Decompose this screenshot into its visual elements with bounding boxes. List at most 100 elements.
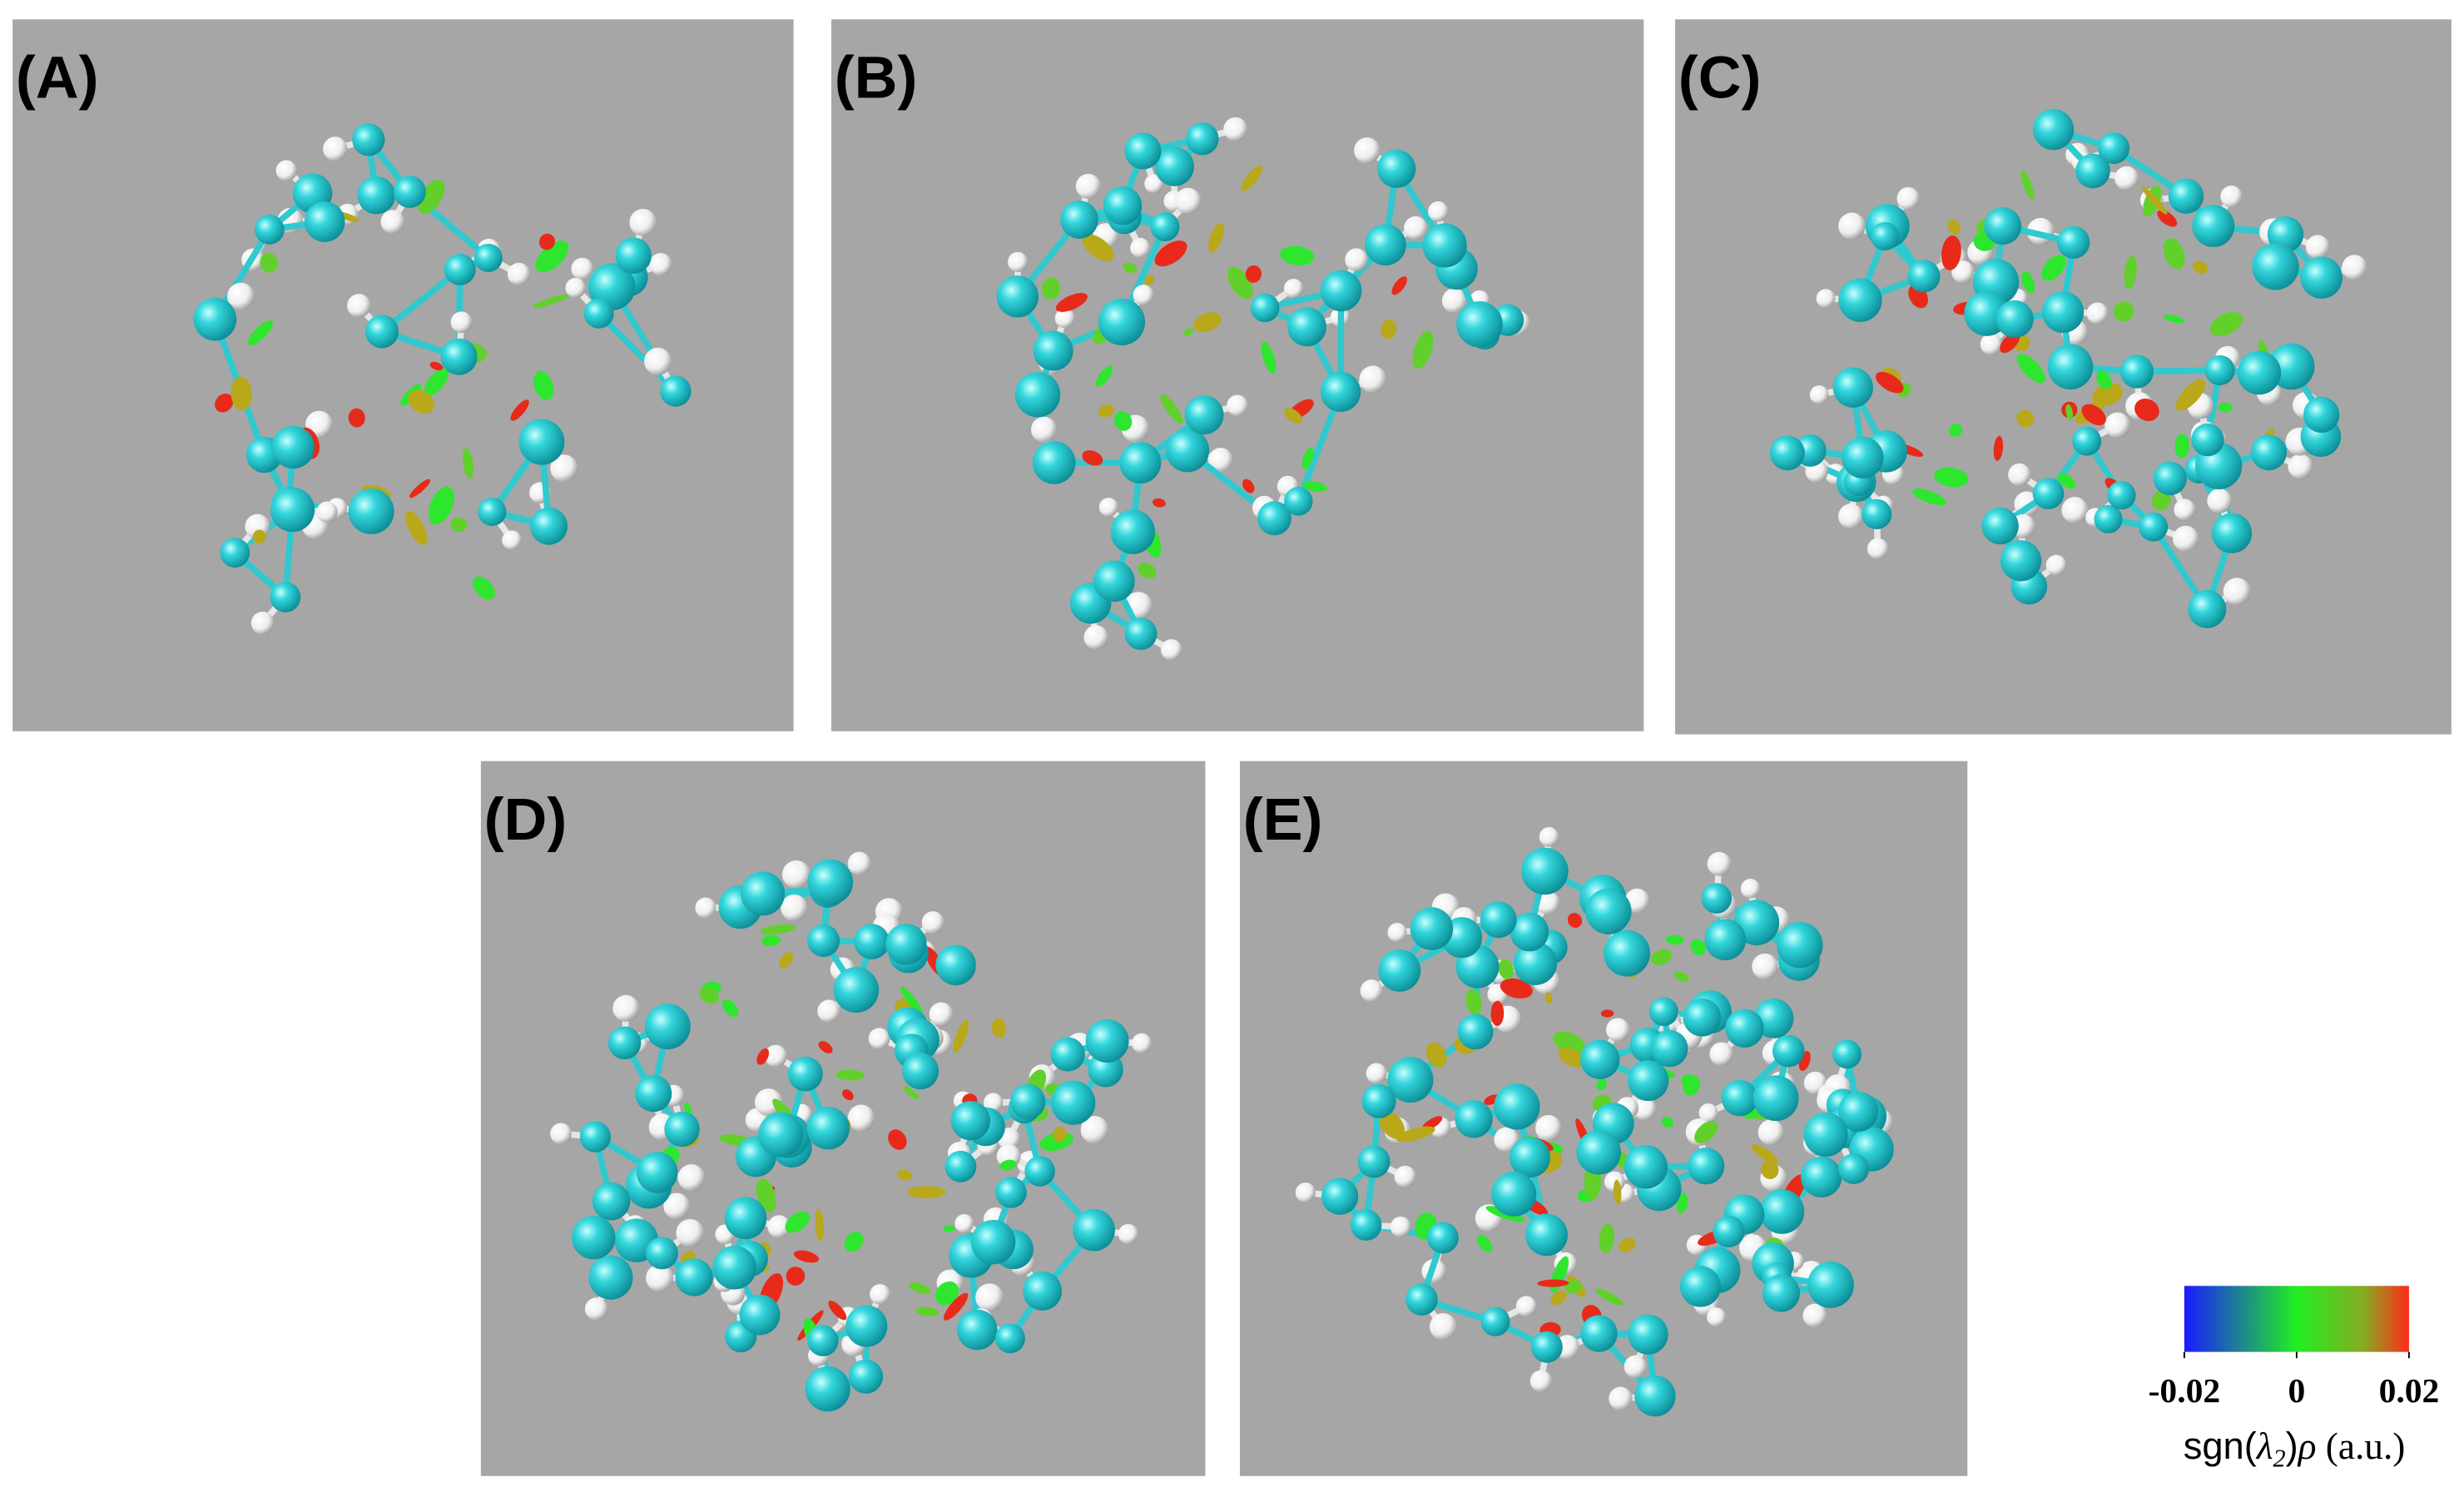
carbon-atom xyxy=(1480,901,1517,939)
carbon-atom xyxy=(1033,330,1073,371)
interaction-surface xyxy=(1301,447,1314,470)
bond xyxy=(596,311,678,394)
carbon-atom xyxy=(518,419,565,465)
carbon-atom xyxy=(473,243,503,272)
interaction-surface xyxy=(2113,300,2134,322)
interaction-surface xyxy=(1379,1111,1406,1139)
hydrogen-atom xyxy=(1951,260,1975,284)
interaction-surface xyxy=(779,952,794,969)
hydrogen-atom xyxy=(695,897,716,919)
hydrogen-atom xyxy=(1441,288,1467,314)
hydrogen-atom xyxy=(1515,1296,1537,1317)
hydrogen-atom xyxy=(1390,1216,1411,1237)
hydrogen-atom xyxy=(1867,538,1889,560)
interaction-surface xyxy=(1751,1144,1778,1164)
interaction-surface xyxy=(2174,434,2189,459)
carbon-atom xyxy=(2119,354,2154,389)
carbon-atom xyxy=(741,871,786,916)
carbon-atom xyxy=(270,487,315,533)
carbon-atom xyxy=(615,237,652,274)
hydrogen-atom xyxy=(1740,879,1761,899)
interaction-surface xyxy=(907,1186,946,1198)
interaction-surface xyxy=(1082,450,1103,466)
carbon-atom xyxy=(1585,888,1632,934)
carbon-atom xyxy=(478,497,507,527)
interaction-surface xyxy=(844,1232,864,1252)
hydrogen-atom xyxy=(644,347,672,375)
carbon-atom xyxy=(1759,1189,1805,1234)
carbon-atom xyxy=(1762,1274,1801,1312)
carbon-atom xyxy=(1842,436,1884,479)
interaction-surface xyxy=(535,240,569,273)
carbon-atom xyxy=(1753,1075,1799,1122)
interaction-surface xyxy=(1391,276,1407,295)
hydrogen-atom xyxy=(2114,166,2139,191)
molecule xyxy=(1769,109,2367,628)
interaction-surface xyxy=(450,517,468,533)
carbon-atom xyxy=(1721,1079,1758,1117)
carbon-atom xyxy=(1009,1083,1046,1120)
hydrogen-atom xyxy=(1494,1127,1520,1152)
hydrogen-atom xyxy=(550,1123,572,1145)
hydrogen-atom xyxy=(1174,187,1202,215)
carbon-atom xyxy=(1725,1009,1764,1048)
carbon-atom xyxy=(1283,487,1313,516)
hydrogen-atom xyxy=(1098,498,1118,517)
carbon-atom xyxy=(1387,1057,1434,1103)
hydrogen-atom xyxy=(1359,365,1386,394)
panel-background xyxy=(12,19,794,731)
carbon-atom xyxy=(1688,1148,1725,1185)
hydrogen-atom xyxy=(1295,1182,1316,1203)
interaction-surface xyxy=(1948,424,1963,438)
interaction-surface xyxy=(1098,404,1115,418)
carbon-atom xyxy=(956,1309,998,1351)
carbon-atom xyxy=(1772,1034,1805,1068)
carbon-atom xyxy=(579,1121,612,1152)
interaction-surface xyxy=(999,1159,1017,1171)
interaction-surface xyxy=(2081,404,2106,426)
interaction-surface xyxy=(418,179,445,214)
interaction-surface xyxy=(2218,402,2233,413)
carbon-atom xyxy=(902,1053,939,1090)
hydrogen-atom xyxy=(612,994,640,1022)
interaction-surface xyxy=(2209,311,2243,336)
hydrogen-atom xyxy=(663,1192,690,1220)
carbon-atom xyxy=(1456,300,1503,348)
carbon-atom xyxy=(2237,350,2282,395)
hydrogen-atom xyxy=(781,894,808,922)
hydrogen-atom xyxy=(1752,953,1778,980)
carbon-atom xyxy=(2303,396,2340,434)
interaction-surface xyxy=(902,1086,920,1100)
interaction-surface xyxy=(1941,235,1961,270)
label-part: ρ xyxy=(2297,1425,2317,1467)
hydrogen-atom xyxy=(847,851,871,875)
carbon-atom xyxy=(1984,207,2022,245)
hydrogen-atom xyxy=(1080,1116,1109,1144)
carbon-atom xyxy=(1073,1208,1115,1252)
carbon-atom xyxy=(1406,1283,1438,1316)
carbon-atom xyxy=(1150,211,1180,241)
hydrogen-atom xyxy=(1430,1312,1457,1341)
carbon-atom xyxy=(1871,222,1900,251)
hydrogen-atom xyxy=(1144,174,1164,194)
interaction-surface xyxy=(1665,934,1684,945)
carbon-atom xyxy=(2032,478,2065,510)
label-part: ) xyxy=(2286,1425,2298,1467)
carbon-atom xyxy=(2075,153,2110,189)
hydrogen-atom xyxy=(2045,554,2067,576)
carbon-atom xyxy=(364,315,399,349)
carbon-atom xyxy=(2300,256,2343,299)
carbon-atom xyxy=(1321,1177,1359,1215)
carbon-atom xyxy=(1154,146,1194,186)
carbon-atom xyxy=(440,338,478,375)
carbon-atom xyxy=(1803,1112,1848,1157)
interaction-surface xyxy=(1875,371,1904,394)
hydrogen-atom xyxy=(1896,186,1920,211)
hydrogen-atom xyxy=(2061,497,2089,524)
hydrogen-atom xyxy=(1130,237,1151,258)
carbon-atom xyxy=(2072,426,2102,456)
interaction-surface xyxy=(473,576,495,600)
carbon-atom xyxy=(995,1177,1027,1208)
carbon-atom xyxy=(1624,1145,1668,1189)
panel: (C) xyxy=(1675,19,2452,735)
